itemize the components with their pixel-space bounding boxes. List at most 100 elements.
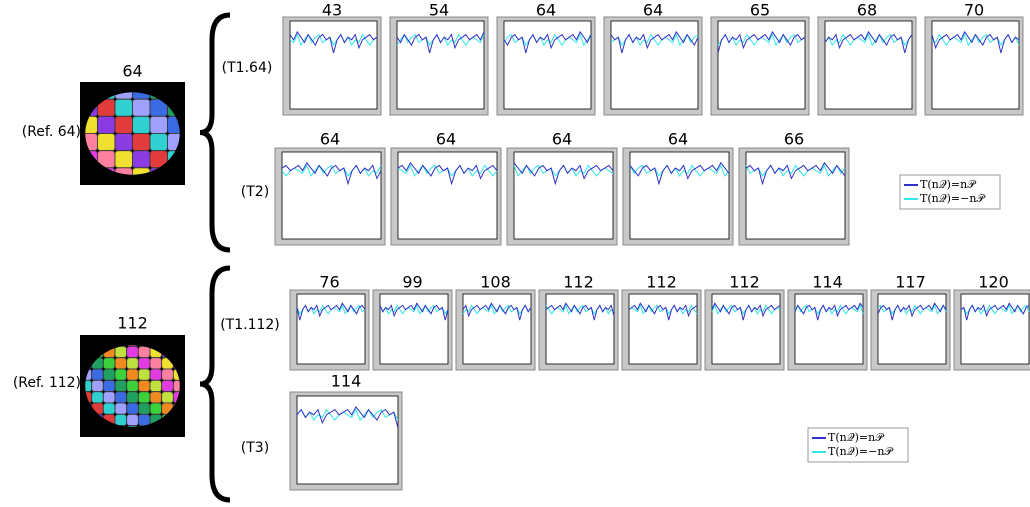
cell <box>149 391 163 404</box>
plot-title: 114 <box>812 273 843 292</box>
reference-caption: (Ref. 112) <box>13 375 81 391</box>
plot-line <box>296 408 399 422</box>
plot-title: 64 <box>536 1 556 20</box>
plot-title: 114 <box>331 372 362 391</box>
plot-line <box>545 302 615 321</box>
cell <box>126 413 139 427</box>
plot-line <box>717 30 806 54</box>
plot-title: 43 <box>322 1 342 20</box>
plot-title: 76 <box>319 273 339 292</box>
reference-image <box>80 82 185 185</box>
plot-title: 117 <box>895 273 926 292</box>
cell <box>91 368 104 381</box>
cell <box>114 357 128 370</box>
cell <box>137 345 151 359</box>
cell <box>149 115 168 134</box>
cell <box>137 368 151 381</box>
plot-area <box>513 151 614 240</box>
cell <box>114 345 128 359</box>
plot-title: 64 <box>643 1 663 20</box>
cell <box>126 379 139 393</box>
plot-line <box>629 164 730 177</box>
cell <box>97 115 116 134</box>
cell <box>149 357 163 370</box>
cell <box>149 133 168 152</box>
plot-area <box>397 151 498 240</box>
plot-line <box>745 164 846 177</box>
plot-title: 120 <box>978 273 1009 292</box>
cell <box>114 98 133 117</box>
legend-label: T(n𝒬)=n𝒫 <box>920 178 977 191</box>
cell <box>149 368 163 381</box>
plot-line <box>379 304 449 315</box>
plot-title: 108 <box>480 273 511 292</box>
cell <box>161 391 174 404</box>
plot-area <box>717 20 806 110</box>
brace <box>199 265 231 503</box>
row-label: (T1.112) <box>220 317 280 333</box>
plot-line <box>397 161 498 186</box>
plot-area <box>545 293 615 365</box>
plot-line <box>610 30 699 54</box>
cell <box>126 391 139 404</box>
cell <box>114 150 133 169</box>
legend-label: T(n𝒬)=−n𝒫 <box>828 445 894 458</box>
plot-line <box>711 302 781 321</box>
plot-title: 64 <box>320 130 340 149</box>
cell <box>97 133 116 152</box>
plot-area <box>289 20 378 110</box>
plot-area <box>960 293 1030 365</box>
plot-line <box>503 30 592 54</box>
cell <box>126 345 139 359</box>
cell <box>102 379 116 393</box>
cell <box>137 357 151 370</box>
cell <box>114 379 128 393</box>
cell <box>126 368 139 381</box>
plot-title: 64 <box>436 130 456 149</box>
plot-title: 64 <box>668 130 688 149</box>
cell <box>126 402 139 415</box>
plot-area <box>745 151 846 240</box>
plot-title: 99 <box>402 273 422 292</box>
cell <box>102 368 116 381</box>
cell <box>114 413 128 427</box>
plot-line <box>462 302 532 321</box>
reference-label: 112 <box>117 314 148 333</box>
cell <box>132 167 151 175</box>
legend-label: T(n𝒬)=−n𝒫 <box>920 192 986 205</box>
plot-title: 65 <box>750 1 770 20</box>
row-label: (T3) <box>241 440 269 456</box>
cell <box>137 379 151 393</box>
plot-line <box>931 30 1020 54</box>
plot-line <box>379 302 449 321</box>
brace <box>199 12 231 253</box>
cell <box>114 133 133 152</box>
plot-area <box>296 293 366 365</box>
cell <box>102 391 116 404</box>
plot-area <box>462 293 532 365</box>
cell <box>137 413 151 427</box>
plot-line <box>877 302 947 321</box>
plot-line <box>794 302 864 321</box>
plot-line <box>281 161 382 186</box>
plot-line <box>289 30 378 54</box>
cell <box>149 379 163 393</box>
plot-line <box>960 302 1030 321</box>
plot-title: 112 <box>729 273 760 292</box>
reference-label: 64 <box>122 62 142 81</box>
cell <box>91 379 104 393</box>
plot-title: 68 <box>857 1 877 20</box>
plot-area <box>711 293 781 365</box>
cell <box>102 402 116 415</box>
cell <box>161 379 174 393</box>
plot-line <box>745 161 846 186</box>
cell <box>114 391 128 404</box>
cell <box>149 402 163 415</box>
cell <box>126 425 139 427</box>
cell <box>114 115 133 134</box>
plot-line <box>289 33 378 47</box>
legend-label: T(n𝒬)=n𝒫 <box>828 431 885 444</box>
plot-line <box>824 30 913 54</box>
cell <box>114 167 133 175</box>
